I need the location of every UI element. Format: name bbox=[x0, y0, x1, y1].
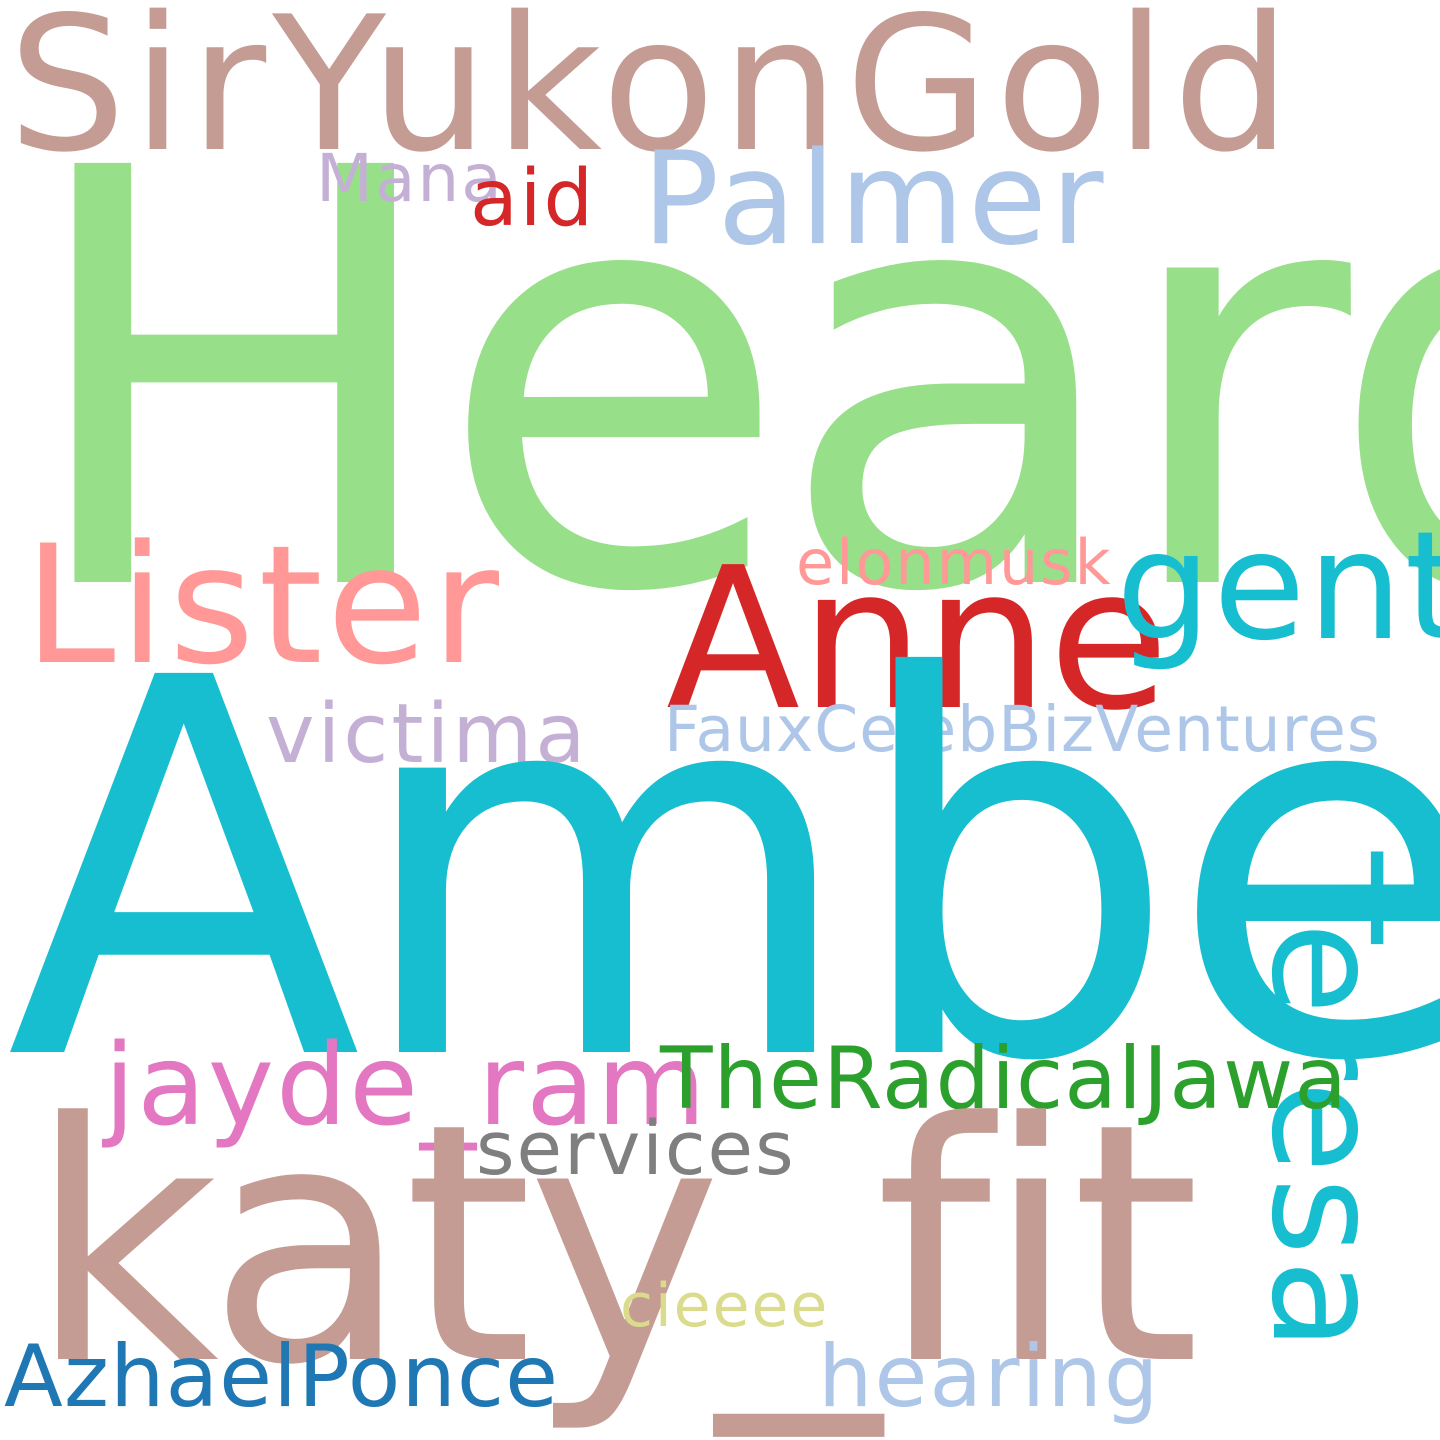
word-aid: aid bbox=[470, 154, 595, 244]
word-katy-fit: katy_fit bbox=[28, 1053, 1200, 1437]
word-theradicaljawa: TheRadicalJawa bbox=[660, 1029, 1348, 1129]
word-hearing: hearing bbox=[818, 1327, 1161, 1427]
word-services: services bbox=[476, 1106, 796, 1192]
word-heard: Heard bbox=[18, 48, 1440, 718]
word-anne: Anne bbox=[666, 526, 1170, 754]
word-elonmusk: elonmusk bbox=[796, 526, 1113, 599]
word-amber: Amber bbox=[6, 569, 1440, 1175]
word-fauxcelebbizventures: FauxCelebBizVentures bbox=[664, 693, 1381, 766]
word-azhaelponce: AzhaelPonce bbox=[4, 1327, 560, 1427]
word-jayde-ram: jayde_ram bbox=[104, 1021, 708, 1151]
word-victima: victima bbox=[266, 687, 589, 782]
word-mana: Mana bbox=[316, 140, 504, 217]
word-palmer: Palmer bbox=[642, 125, 1108, 274]
word-lister: Lister bbox=[24, 510, 504, 701]
word-cieeee: cieeee bbox=[620, 1271, 830, 1341]
word-gent: gent bbox=[1116, 500, 1440, 674]
word-siryukongold: SirYukonGold bbox=[8, 0, 1297, 193]
